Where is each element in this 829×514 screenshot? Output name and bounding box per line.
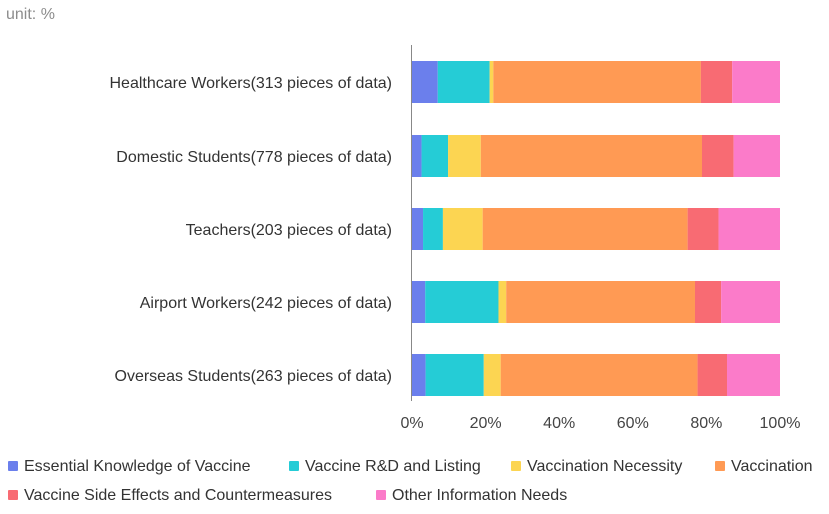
bar-segment [701,135,734,177]
bar-segment [483,354,501,396]
bar-segment [500,354,698,396]
x-axis-ticks: 0% 20% 40% 60% 80% 100% [400,415,800,432]
bar-segment [506,281,695,323]
bar-segment [480,135,702,177]
bar-segment [700,61,733,103]
legend: Essential Knowledge of Vaccine Vaccine R&… [8,458,813,504]
bar-segment [733,135,780,177]
x-tick-label: 40% [543,415,575,432]
bar-segment [442,208,483,250]
legend-swatch [511,461,521,471]
category-label: Airport Workers(242 pieces of data) [140,295,392,312]
legend-label: Essential Knowledge of Vaccine [24,458,251,475]
bar-segment [732,61,780,103]
bar-segment [412,61,438,103]
x-tick-label: 80% [690,415,722,432]
bar-segment [448,135,481,177]
legend-label: Vaccination [731,458,813,475]
x-tick-label: 0% [400,415,423,432]
category-labels: Healthcare Workers(313 pieces of data) Do… [109,75,392,385]
bar-segment [423,208,443,250]
bar-segment [489,61,494,103]
legend-swatch [376,490,386,500]
bar-segment [694,281,722,323]
x-tick-label: 100% [760,415,801,432]
bar-segment [421,135,449,177]
bar-segment [493,61,701,103]
bar-segment [412,208,424,250]
legend-label: Other Information Needs [392,487,567,504]
bar-segment [697,354,728,396]
x-tick-label: 60% [617,415,649,432]
bar-segment [727,354,780,396]
bar-segment [482,208,688,250]
x-tick-label: 20% [470,415,502,432]
category-label: Domestic Students(778 pieces of data) [116,149,392,166]
legend-swatch [715,461,725,471]
legend-label: Vaccine R&D and Listing [305,458,481,475]
legend-swatch [8,461,18,471]
category-label: Teachers(203 pieces of data) [186,222,392,239]
bar-segment [498,281,507,323]
legend-label: Vaccine Side Effects and Countermeasures [24,487,332,504]
bar-segment [425,281,499,323]
bar-segment [721,281,780,323]
bar-segment [718,208,780,250]
category-label: Overseas Students(263 pieces of data) [115,368,393,385]
bar-segment [437,61,490,103]
legend-swatch [8,490,18,500]
bar-segment [412,281,426,323]
category-label: Healthcare Workers(313 pieces of data) [109,75,392,92]
bar-segment [687,208,719,250]
unit-label: unit: % [6,6,55,23]
legend-swatch [289,461,299,471]
bar-segment [412,135,422,177]
bar-segment [425,354,484,396]
legend-label: Vaccination Necessity [527,458,682,475]
bar-segment [412,354,426,396]
bars-layer [412,61,780,396]
